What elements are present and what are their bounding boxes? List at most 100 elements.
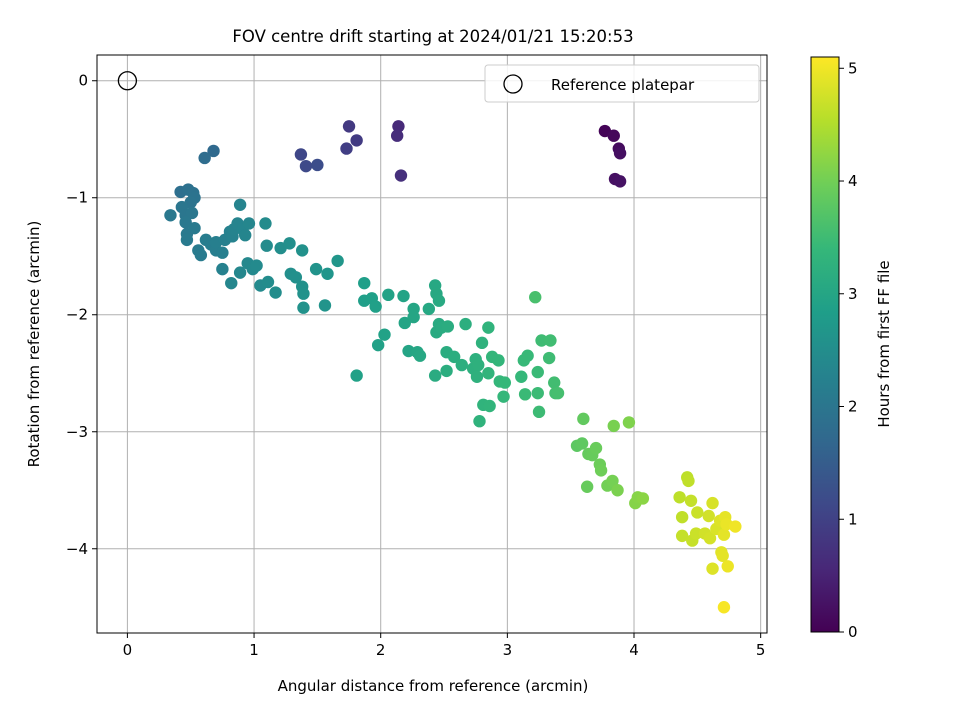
data-point	[542, 351, 556, 365]
data-point	[397, 289, 410, 303]
data-point	[233, 266, 247, 279]
data-point	[703, 532, 717, 545]
data-point	[321, 267, 334, 280]
data-point	[216, 246, 229, 259]
data-point	[691, 506, 704, 519]
x-tick-label: 4	[629, 641, 639, 659]
data-point	[607, 129, 620, 142]
data-point	[717, 601, 731, 614]
data-point	[459, 317, 472, 331]
x-tick-label: 2	[376, 641, 386, 659]
data-point	[473, 415, 486, 428]
data-point	[216, 262, 229, 276]
data-point	[716, 549, 729, 562]
colorbar-tick-label: 0	[848, 623, 858, 641]
data-point	[238, 228, 252, 242]
colorbar-tick-label: 4	[848, 172, 858, 190]
colorbar-tick-label: 2	[848, 398, 858, 416]
data-point	[407, 310, 420, 324]
data-point	[521, 349, 534, 362]
data-point	[497, 390, 510, 403]
data-point	[606, 474, 619, 488]
data-point	[594, 464, 608, 477]
data-point	[340, 142, 353, 155]
legend-box	[484, 64, 760, 103]
plot-frame	[96, 54, 768, 634]
legend-label: Reference platepar	[551, 76, 695, 94]
data-point	[295, 244, 309, 257]
data-point	[622, 416, 636, 429]
data-point	[675, 510, 689, 524]
data-point	[297, 287, 310, 300]
data-point	[289, 271, 303, 284]
data-point	[482, 321, 495, 334]
y-tick-label: −3	[66, 423, 88, 441]
data-point	[575, 437, 589, 450]
colorbar	[811, 57, 839, 632]
data-point	[636, 492, 650, 505]
data-point	[261, 275, 275, 289]
data-point	[342, 120, 356, 133]
x-tick-label: 3	[503, 641, 513, 659]
data-point	[548, 376, 561, 389]
data-point	[483, 399, 496, 413]
data-point	[440, 364, 453, 378]
data-point	[309, 262, 323, 276]
data-point	[729, 520, 742, 533]
colorbar-label: Hours from first FF file	[875, 260, 893, 427]
data-point	[331, 254, 344, 268]
data-point	[358, 276, 371, 290]
data-point	[455, 358, 468, 372]
data-point	[518, 388, 532, 401]
x-tick-label: 1	[249, 641, 259, 659]
y-axis-ticks: 0 −1 −2 −3 −4	[66, 72, 97, 558]
grid-lines	[97, 55, 767, 633]
data-point	[428, 369, 442, 382]
data-point	[233, 198, 247, 211]
colorbar-ticks: 0 1 2 3 4 5	[839, 59, 858, 641]
data-point	[706, 496, 719, 510]
data-point	[350, 134, 363, 147]
y-tick-label: −1	[66, 189, 88, 207]
y-axis-label: Rotation from reference (arcmin)	[25, 221, 43, 468]
data-point	[297, 301, 310, 314]
colorbar-tick-label: 5	[848, 59, 858, 77]
data-point	[529, 290, 542, 304]
data-point	[682, 474, 695, 488]
data-point	[532, 405, 546, 419]
data-point	[492, 354, 505, 367]
data-point	[394, 169, 408, 182]
data-point	[398, 316, 411, 330]
data-point	[185, 206, 199, 220]
data-point	[392, 120, 405, 133]
data-point	[207, 144, 220, 158]
data-point	[299, 159, 313, 173]
data-point	[684, 494, 698, 507]
x-axis-ticks: 0 1 2 3 4 5	[123, 633, 766, 659]
colorbar-frame	[810, 56, 840, 633]
data-point	[390, 129, 404, 142]
y-tick-label: −4	[66, 540, 88, 558]
data-point	[441, 320, 455, 333]
data-point	[673, 491, 686, 504]
data-point	[702, 509, 715, 523]
data-point	[179, 216, 192, 229]
data-point	[472, 358, 485, 372]
data-point	[432, 294, 446, 307]
data-point	[535, 334, 548, 347]
legend: Reference platepar	[484, 64, 760, 103]
data-point	[531, 386, 544, 400]
data-points	[164, 120, 742, 614]
data-point	[283, 237, 296, 250]
data-point	[498, 376, 512, 389]
data-point	[164, 209, 177, 222]
data-point	[613, 147, 627, 160]
legend-marker	[503, 74, 523, 94]
reference-marker	[117, 71, 138, 91]
x-tick-label: 5	[756, 641, 766, 659]
data-point	[382, 288, 395, 302]
chart-title: FOV centre drift starting at 2024/01/21 …	[232, 27, 633, 46]
data-point	[422, 302, 436, 316]
data-point	[180, 233, 194, 247]
data-point	[242, 217, 256, 230]
